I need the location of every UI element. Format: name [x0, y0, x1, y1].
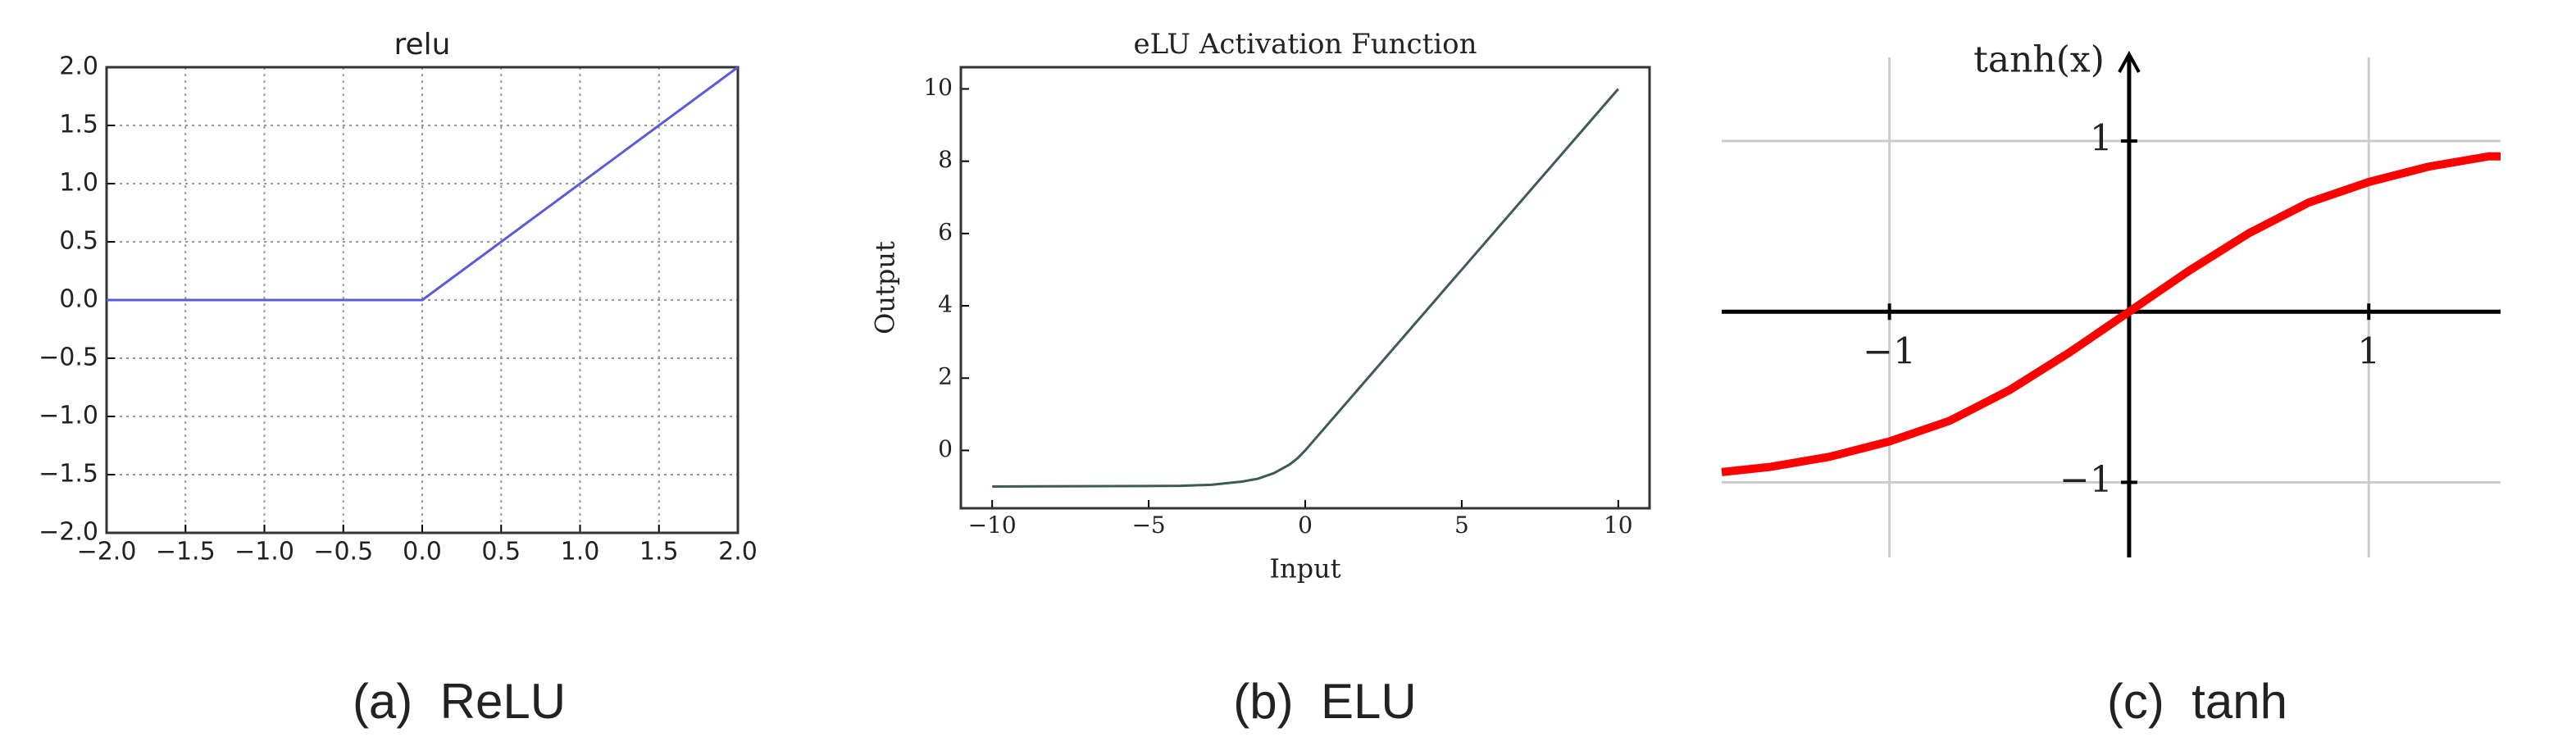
x-tick-label: 1.5 — [639, 538, 679, 566]
y-tick-label: 0 — [938, 435, 953, 462]
y-tick-label: −1.5 — [39, 460, 98, 489]
x-tick-label: 10 — [1604, 512, 1633, 539]
y-tick-label: 4 — [938, 291, 953, 318]
y-tick-label: 0.5 — [59, 227, 98, 256]
x-tick-label: 1.0 — [561, 538, 600, 566]
x-tick-label: −1 — [1863, 331, 1916, 373]
y-tick-label: 1.0 — [59, 169, 98, 198]
y-axis-label: tanh(x) — [1973, 39, 2105, 81]
x-tick-label: −1.0 — [234, 538, 294, 566]
y-tick-label: −1 — [2059, 459, 2113, 501]
y-tick-label: −0.5 — [39, 343, 98, 372]
x-tick-label: −5 — [1131, 512, 1165, 539]
x-tick-label: 0 — [1298, 512, 1313, 539]
y-tick-label: 1 — [2090, 118, 2113, 160]
x-tick-label: −2.0 — [77, 538, 137, 566]
x-tick-label: 2.0 — [718, 538, 758, 566]
y-tick-label: 2.0 — [59, 52, 98, 81]
y-tick-label: 10 — [923, 74, 953, 101]
y-tick-label: 8 — [938, 146, 953, 173]
chart-title: eLU Activation Function — [1134, 28, 1477, 61]
y-tick-label: 1.5 — [59, 111, 98, 139]
x-tick-label: −0.5 — [313, 538, 373, 566]
x-tick-label: 0.0 — [403, 538, 442, 566]
line — [992, 88, 1619, 489]
line — [1721, 152, 2501, 476]
x-tick-label: −10 — [968, 512, 1017, 539]
caption: (b) ELU — [1233, 674, 1416, 729]
chart-title: relu — [394, 28, 451, 61]
x-tick-label: 0.5 — [481, 538, 521, 566]
y-tick-label: 2 — [938, 363, 953, 390]
x-tick-label: −1.5 — [156, 538, 216, 566]
axis-arrow — [2118, 50, 2141, 73]
x-tick-label: 1 — [2357, 331, 2380, 373]
caption: (c) tanh — [2107, 674, 2287, 729]
x-axis-label: Input — [1269, 553, 1340, 584]
y-tick-label: −2.0 — [39, 518, 98, 547]
line — [107, 66, 739, 302]
y-axis-label: Output — [870, 241, 901, 334]
plot-frame — [959, 66, 1651, 510]
caption: (a) ReLU — [353, 674, 566, 729]
y-tick-label: −1.0 — [39, 402, 98, 430]
y-tick-label: 6 — [938, 218, 953, 245]
y-tick-label: 0.0 — [59, 285, 98, 314]
x-tick-label: 5 — [1454, 512, 1469, 539]
